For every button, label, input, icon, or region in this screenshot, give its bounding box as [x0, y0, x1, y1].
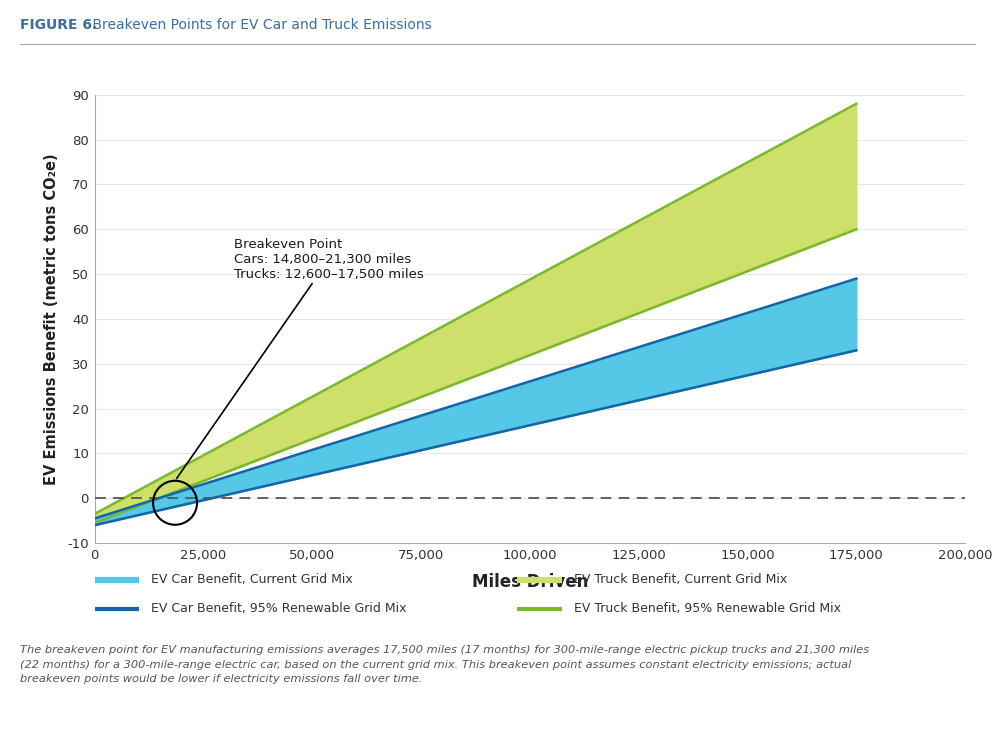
Text: EV Truck Benefit, 95% Renewable Grid Mix: EV Truck Benefit, 95% Renewable Grid Mix	[574, 602, 840, 615]
Text: FIGURE 6.: FIGURE 6.	[20, 18, 97, 32]
Text: EV Car Benefit, Current Grid Mix: EV Car Benefit, Current Grid Mix	[151, 573, 353, 586]
X-axis label: Miles Driven: Miles Driven	[471, 573, 587, 590]
Y-axis label: EV Emissions Benefit (metric tons CO₂e): EV Emissions Benefit (metric tons CO₂e)	[44, 153, 59, 485]
Text: Breakeven Point
Cars: 14,800–21,300 miles
Trucks: 12,600–17,500 miles: Breakeven Point Cars: 14,800–21,300 mile…	[177, 238, 423, 478]
Text: The breakeven point for EV manufacturing emissions averages 17,500 miles (17 mon: The breakeven point for EV manufacturing…	[20, 645, 868, 684]
Text: Breakeven Points for EV Car and Truck Emissions: Breakeven Points for EV Car and Truck Em…	[87, 18, 430, 32]
Text: EV Car Benefit, 95% Renewable Grid Mix: EV Car Benefit, 95% Renewable Grid Mix	[151, 602, 407, 615]
Text: EV Truck Benefit, Current Grid Mix: EV Truck Benefit, Current Grid Mix	[574, 573, 786, 586]
